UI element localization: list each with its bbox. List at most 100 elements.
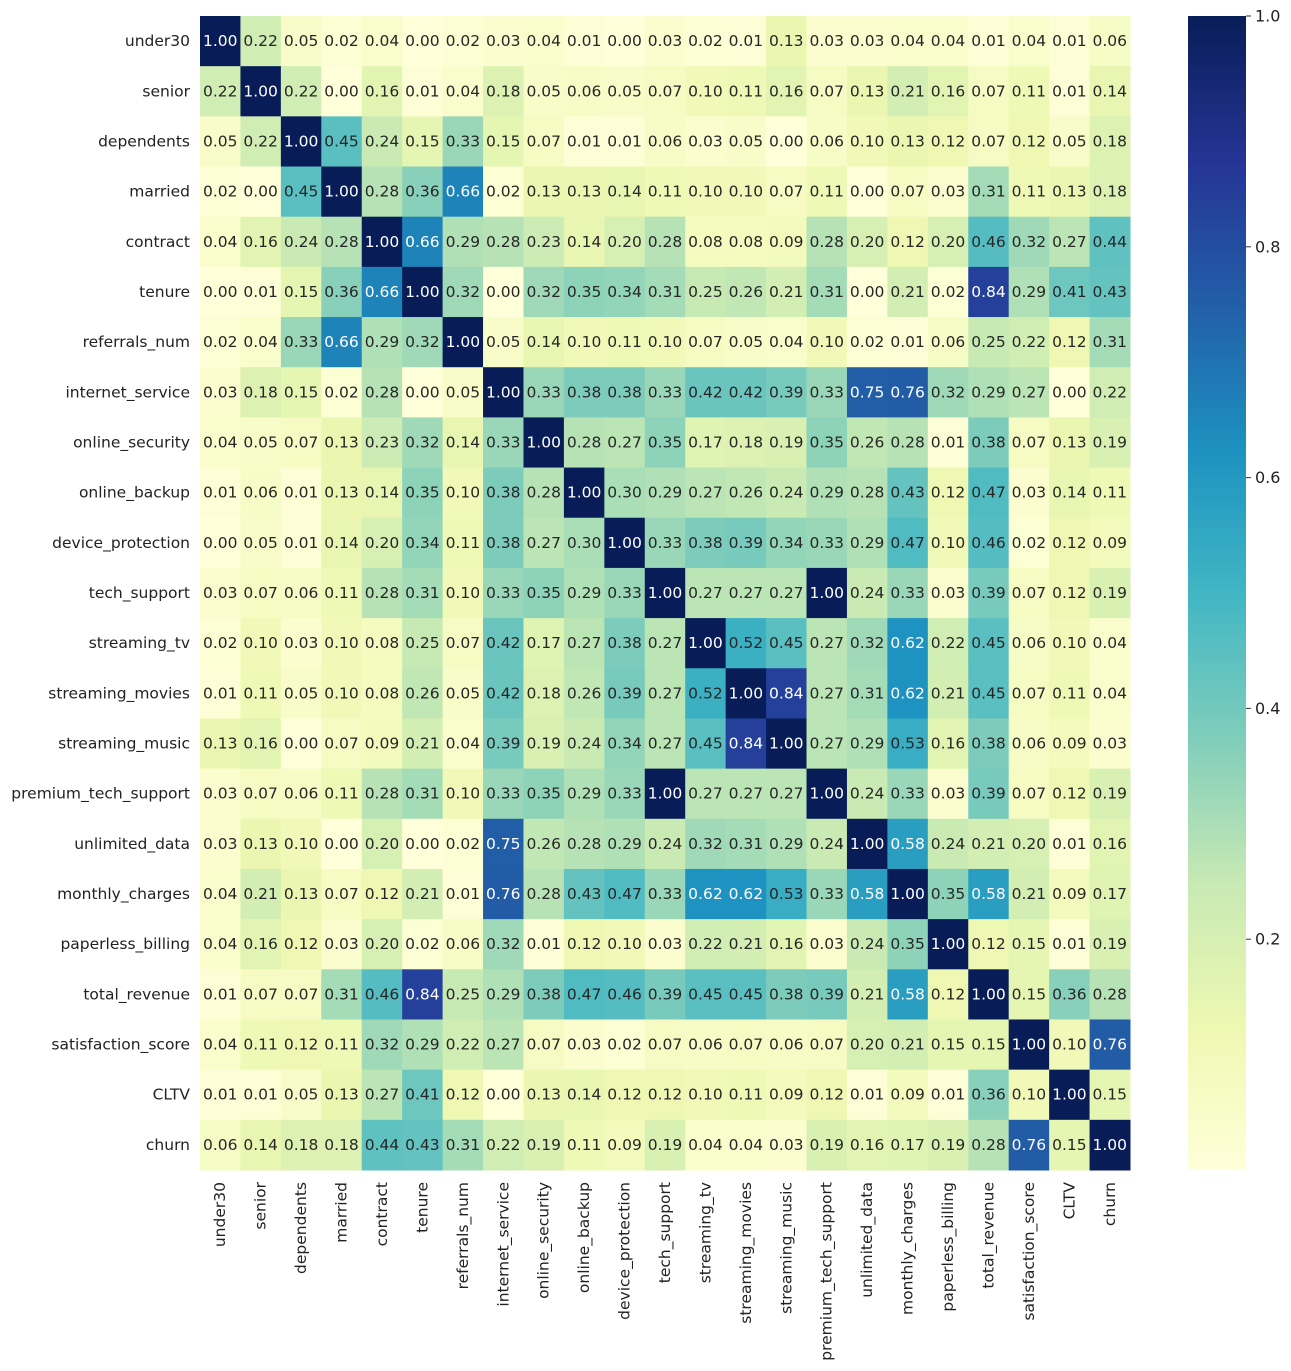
- heatmap-cell-13-14: [766, 668, 808, 719]
- heatmap-value-22-6: 0.31: [446, 1136, 481, 1154]
- heatmap-value-5-16: 0.00: [850, 283, 885, 301]
- heatmap-value-15-20: 0.07: [1012, 785, 1047, 803]
- heatmap-value-11-13: 0.27: [729, 584, 764, 602]
- heatmap-value-18-1: 0.16: [243, 935, 278, 953]
- heatmap-value-1-10: 0.05: [607, 82, 642, 100]
- heatmap-value-12-8: 0.17: [526, 634, 561, 652]
- heatmap-cell-17-11: [644, 868, 686, 920]
- heatmap-value-0-13: 0.01: [729, 32, 764, 50]
- heatmap-value-6-6: 1.00: [446, 333, 481, 351]
- heatmap-cell-12-6: [442, 618, 484, 669]
- heatmap-cell-16-4: [361, 818, 403, 870]
- heatmap-value-2-12: 0.03: [688, 132, 723, 150]
- heatmap-value-2-4: 0.24: [365, 132, 400, 150]
- heatmap-cell-8-14: [766, 417, 808, 469]
- heatmap-cell-12-2: [280, 618, 322, 669]
- y-tick-label: tenure: [139, 283, 190, 301]
- heatmap-cell-8-5: [402, 417, 444, 469]
- heatmap-value-20-21: 0.10: [1052, 1036, 1087, 1054]
- heatmap-cell-20-2: [280, 1019, 322, 1071]
- heatmap-cell-15-16: [846, 768, 888, 820]
- heatmap-cell-16-14: [766, 818, 808, 870]
- heatmap-cell-18-18: [927, 919, 969, 970]
- heatmap-cell-5-0: [200, 266, 241, 318]
- heatmap-cell-0-10: [604, 16, 646, 67]
- heatmap-cell-21-18: [927, 1069, 969, 1121]
- heatmap-cell-6-10: [604, 317, 646, 368]
- heatmap-cell-8-8: [523, 417, 565, 469]
- heatmap-value-22-1: 0.14: [243, 1136, 278, 1154]
- heatmap-value-6-7: 0.05: [486, 333, 521, 351]
- heatmap-cell-4-22: [1089, 216, 1131, 268]
- heatmap-cell-19-6: [442, 969, 484, 1020]
- heatmap-cell-6-14: [766, 317, 808, 368]
- heatmap-cell-2-21: [1049, 116, 1091, 168]
- heatmap-value-18-8: 0.01: [526, 935, 561, 953]
- heatmap-value-12-9: 0.27: [567, 634, 602, 652]
- heatmap-value-18-21: 0.01: [1052, 935, 1087, 953]
- heatmap-value-18-12: 0.22: [688, 935, 723, 953]
- heatmap-cell-17-7: [483, 868, 524, 920]
- y-tick-label: monthly_charges: [57, 885, 190, 904]
- heatmap-cell-19-19: [968, 969, 1010, 1020]
- heatmap-value-16-4: 0.20: [365, 835, 400, 853]
- heatmap-value-12-22: 0.04: [1093, 634, 1128, 652]
- heatmap-cell-21-17: [887, 1069, 929, 1121]
- heatmap-value-14-4: 0.09: [365, 735, 400, 753]
- heatmap-value-11-7: 0.33: [486, 584, 521, 602]
- heatmap-cell-6-8: [523, 317, 565, 368]
- heatmap-value-10-5: 0.34: [405, 534, 440, 552]
- colorbar-tick-label: 0.4: [1255, 699, 1280, 718]
- heatmap-value-9-0: 0.01: [203, 484, 238, 502]
- heatmap-value-20-3: 0.11: [324, 1036, 359, 1054]
- heatmap-cell-22-20: [1008, 1119, 1050, 1171]
- heatmap-value-20-6: 0.22: [446, 1036, 481, 1054]
- heatmap-value-16-5: 0.00: [405, 835, 440, 853]
- heatmap-cell-0-17: [887, 16, 929, 67]
- heatmap-value-16-20: 0.20: [1012, 835, 1047, 853]
- heatmap-cell-1-2: [280, 66, 322, 117]
- heatmap-value-17-16: 0.58: [850, 885, 885, 903]
- heatmap-cell-15-13: [725, 768, 767, 820]
- heatmap-cell-14-10: [604, 718, 646, 770]
- heatmap-value-2-13: 0.05: [729, 132, 764, 150]
- heatmap-value-16-14: 0.29: [769, 835, 804, 853]
- heatmap-value-0-1: 0.22: [243, 32, 278, 50]
- heatmap-cell-10-5: [402, 517, 444, 569]
- heatmap-cell-4-8: [523, 216, 565, 268]
- heatmap-value-17-14: 0.53: [769, 885, 804, 903]
- heatmap-cell-12-7: [483, 618, 524, 669]
- heatmap-value-0-15: 0.03: [809, 32, 844, 50]
- heatmap-value-1-2: 0.22: [284, 82, 319, 100]
- heatmap-value-21-22: 0.15: [1093, 1086, 1128, 1104]
- heatmap-value-10-19: 0.46: [971, 534, 1006, 552]
- heatmap-value-17-4: 0.12: [365, 885, 400, 903]
- heatmap-cell-22-5: [402, 1119, 444, 1171]
- heatmap-cell-10-6: [442, 517, 484, 569]
- heatmap-cell-16-11: [644, 818, 686, 870]
- heatmap-cell-13-20: [1008, 668, 1050, 719]
- heatmap-value-4-16: 0.20: [850, 233, 885, 251]
- heatmap-value-7-6: 0.05: [446, 383, 481, 401]
- heatmap-value-5-17: 0.21: [890, 283, 925, 301]
- heatmap-cell-2-0: [200, 116, 241, 168]
- heatmap-cell-7-20: [1008, 367, 1050, 418]
- heatmap-cell-19-1: [240, 969, 282, 1020]
- heatmap-cell-10-2: [280, 517, 322, 569]
- heatmap-cell-20-17: [887, 1019, 929, 1071]
- heatmap-value-5-3: 0.36: [324, 283, 359, 301]
- heatmap-cell-10-20: [1008, 517, 1050, 569]
- heatmap-value-11-12: 0.27: [688, 584, 723, 602]
- heatmap-value-11-20: 0.07: [1012, 584, 1047, 602]
- heatmap-value-5-13: 0.26: [729, 283, 764, 301]
- heatmap-cell-21-11: [644, 1069, 686, 1121]
- heatmap-value-15-19: 0.39: [971, 785, 1006, 803]
- heatmap-value-22-20: 0.76: [1012, 1136, 1047, 1154]
- heatmap-cell-20-0: [200, 1019, 241, 1071]
- heatmap-value-5-0: 0.00: [203, 283, 238, 301]
- heatmap-cell-10-17: [887, 517, 929, 569]
- heatmap-cells: 1.00 0.22 0.05 0.02 0.04 0.00 0.02 0.03 0.04 0.01…: [200, 16, 1131, 1171]
- heatmap-value-3-17: 0.07: [890, 183, 925, 201]
- heatmap-value-20-1: 0.11: [243, 1036, 278, 1054]
- heatmap-value-13-16: 0.31: [850, 684, 885, 702]
